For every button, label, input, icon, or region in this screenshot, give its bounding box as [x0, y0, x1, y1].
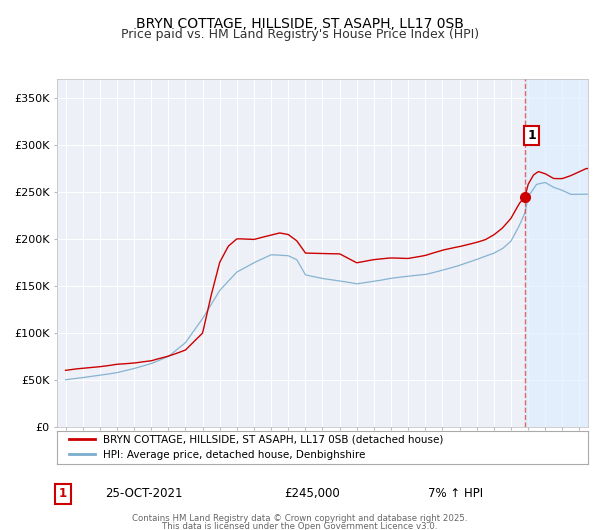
Text: Price paid vs. HM Land Registry's House Price Index (HPI): Price paid vs. HM Land Registry's House …	[121, 28, 479, 41]
Text: This data is licensed under the Open Government Licence v3.0.: This data is licensed under the Open Gov…	[163, 522, 437, 530]
Text: BRYN COTTAGE, HILLSIDE, ST ASAPH, LL17 0SB: BRYN COTTAGE, HILLSIDE, ST ASAPH, LL17 0…	[136, 17, 464, 31]
Bar	[525, 80, 588, 427]
Text: Contains HM Land Registry data © Crown copyright and database right 2025.: Contains HM Land Registry data © Crown c…	[132, 514, 468, 523]
Text: £245,000: £245,000	[284, 488, 340, 500]
Text: 25-OCT-2021: 25-OCT-2021	[105, 488, 183, 500]
Text: 1: 1	[59, 488, 67, 500]
Legend: BRYN COTTAGE, HILLSIDE, ST ASAPH, LL17 0SB (detached house), HPI: Average price,: BRYN COTTAGE, HILLSIDE, ST ASAPH, LL17 0…	[65, 430, 448, 464]
Text: 7% ↑ HPI: 7% ↑ HPI	[428, 488, 484, 500]
Text: 1: 1	[527, 129, 536, 142]
